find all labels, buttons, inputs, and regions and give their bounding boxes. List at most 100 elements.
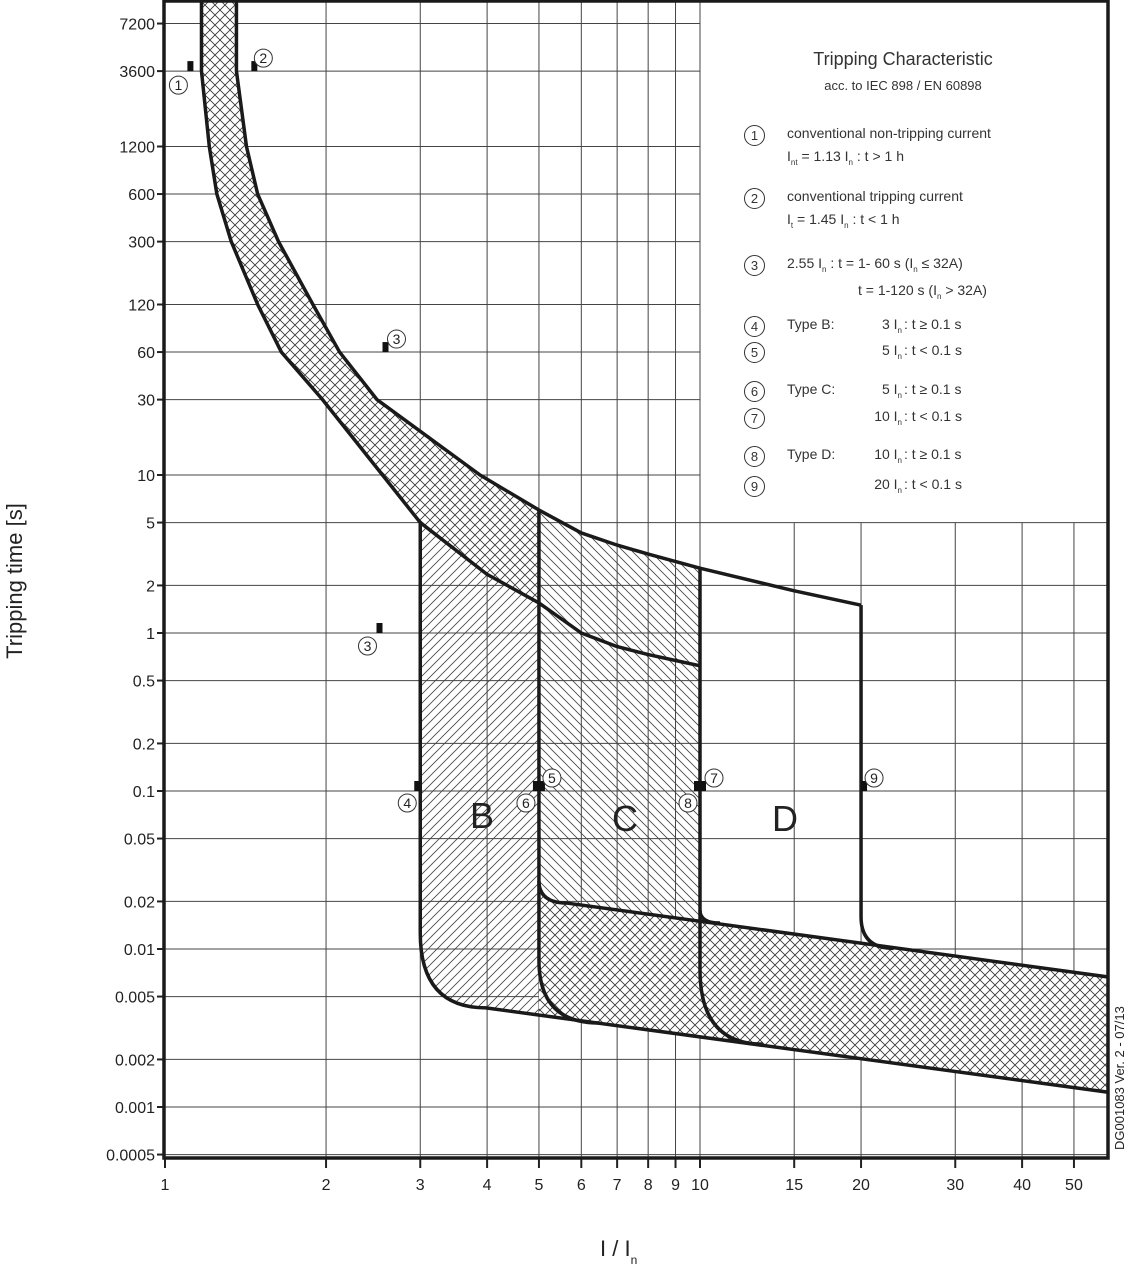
legend-condition: : t ≥ 0.1 s xyxy=(904,446,962,462)
x-tick-label: 1 xyxy=(161,1177,170,1194)
y-tick-label: 3600 xyxy=(119,64,155,81)
annotation-circle xyxy=(168,75,188,95)
curve-magnetic-C-lower xyxy=(537,510,599,1025)
legend-text: > 32A) xyxy=(941,282,987,298)
y-tick-label: 1 xyxy=(146,626,155,643)
annotations: B C D 1 2 3 3 4 5 6 7 8 9 xyxy=(168,48,884,839)
y-tick-label: 0.2 xyxy=(133,736,155,753)
annotation-marker xyxy=(538,781,545,791)
legend-current-value: 10 In xyxy=(840,408,902,427)
legend-subscript: nt xyxy=(790,158,798,167)
legend-subscript: n xyxy=(897,456,902,465)
document-version: DG001083 Ver. 2 - 07/13 xyxy=(1112,1006,1127,1150)
chart-title: Tripping Characteristic xyxy=(813,49,993,69)
legend-subscript: n xyxy=(897,418,902,427)
legend-subscript: n xyxy=(844,221,849,230)
legend-condition: : t < 0.1 s xyxy=(904,476,962,492)
annotation-marker xyxy=(861,781,868,791)
annotation-number: 3 xyxy=(393,331,401,347)
x-tick-label: 10 xyxy=(691,1177,709,1194)
annotation-marker xyxy=(414,781,421,791)
legend-type-label: Type B: xyxy=(787,316,835,332)
legend-text-line: conventional non-tripping current xyxy=(787,125,991,141)
annotation-number: 1 xyxy=(174,77,182,93)
y-tick-label: 0.005 xyxy=(115,990,155,1007)
legend-subscript: n xyxy=(897,352,902,361)
legend-text-line: 2.55 In : t = 1- 60 s (In ≤ 32A) xyxy=(787,255,963,274)
y-tick-label: 600 xyxy=(128,187,155,204)
annotation-marker xyxy=(382,342,389,353)
x-tick-label: 7 xyxy=(613,1177,622,1194)
legend-text: ≤ 32A) xyxy=(917,255,963,271)
legend-condition: : t < 0.1 s xyxy=(904,342,962,358)
curve-magnetic-20 xyxy=(859,605,894,951)
legend-value: 5 I xyxy=(881,381,898,397)
annotation-circle xyxy=(397,793,417,813)
annotation-marker xyxy=(700,781,706,791)
legend-current-value: 5 In xyxy=(840,342,902,361)
annotation-circle xyxy=(253,48,273,68)
x-tick-label: 5 xyxy=(534,1177,543,1194)
y-tick-label: 0.01 xyxy=(124,942,155,959)
legend-text: = 1.45 I xyxy=(793,211,845,227)
x-axis-label: I / In xyxy=(600,1236,637,1267)
x-tick-label: 2 xyxy=(322,1177,331,1194)
legend-current-value: 5 In xyxy=(840,381,902,400)
annotation-number: 9 xyxy=(870,770,878,786)
annotation-number: 8 xyxy=(684,795,692,811)
x-tick-label: 30 xyxy=(946,1177,964,1194)
legend-number-circle: 7 xyxy=(744,408,765,429)
y-tick-label: 60 xyxy=(137,345,155,362)
annotation-marker xyxy=(187,61,194,72)
region-label-b: B xyxy=(470,795,494,836)
legend-text: : t > 1 h xyxy=(853,148,904,164)
legend-number-circle: 3 xyxy=(744,255,765,276)
annotation-number: 4 xyxy=(403,795,411,811)
legend-text: 2.55 I xyxy=(787,255,823,271)
curve-thermal-lower xyxy=(199,0,701,668)
region-label-d: D xyxy=(772,798,798,839)
legend-number-circle: 6 xyxy=(744,381,765,402)
legend-number-circle: 2 xyxy=(744,188,765,209)
annotation-marker xyxy=(694,781,700,791)
y-tick-label: 0.5 xyxy=(133,674,155,691)
legend-current-value: 3 In xyxy=(840,316,902,335)
legend-condition: : t ≥ 0.1 s xyxy=(904,316,962,332)
legend-subscript: n xyxy=(897,486,902,495)
x-tick-label: 3 xyxy=(416,1177,425,1194)
tripping-curves xyxy=(199,0,1108,1094)
legend-text: = 1.13 I xyxy=(797,148,849,164)
y-tick-label: 7200 xyxy=(119,17,155,34)
legend-value: 10 I xyxy=(874,408,898,424)
legend-text: I xyxy=(787,211,791,227)
region-label-c: C xyxy=(612,798,638,839)
curve-magnetic-B xyxy=(418,522,1108,1094)
legend-number-circle: 4 xyxy=(744,316,765,337)
legend-subscript: t xyxy=(790,221,794,230)
annotation-number: 3 xyxy=(364,638,372,654)
legend-subscript: n xyxy=(848,158,853,167)
x-tick-label: 40 xyxy=(1013,1177,1031,1194)
legend-value: 10 I xyxy=(874,446,898,462)
annotation-marker xyxy=(532,781,539,791)
y-tick-label: 0.002 xyxy=(115,1052,155,1069)
legend-text-line: Int = 1.13 In : t > 1 h xyxy=(787,148,904,167)
annotation-number: 7 xyxy=(710,770,718,786)
region-c-hatch xyxy=(538,510,700,922)
x-axis-label-sub: n xyxy=(630,1253,638,1267)
x-axis-label-main: I / I xyxy=(600,1236,631,1261)
legend-current-value: 20 In xyxy=(840,476,902,495)
legend-subscript: n xyxy=(897,326,902,335)
y-tick-label: 10 xyxy=(137,468,155,485)
legend-text-line: It = 1.45 In : t < 1 h xyxy=(787,211,900,230)
legend-condition: : t ≥ 0.1 s xyxy=(904,381,962,397)
legend-value: 3 I xyxy=(881,316,898,332)
x-tick-label: 20 xyxy=(852,1177,870,1194)
y-tick-label: 120 xyxy=(128,297,155,314)
curve-magnetic-C-upper xyxy=(537,880,1108,979)
legend-number-circle: 8 xyxy=(744,446,765,467)
x-tick-label: 4 xyxy=(483,1177,492,1194)
region-b-hatch xyxy=(420,522,539,1016)
curve-magnetic-D-lower xyxy=(698,568,763,1046)
annotation-circle xyxy=(357,636,377,656)
